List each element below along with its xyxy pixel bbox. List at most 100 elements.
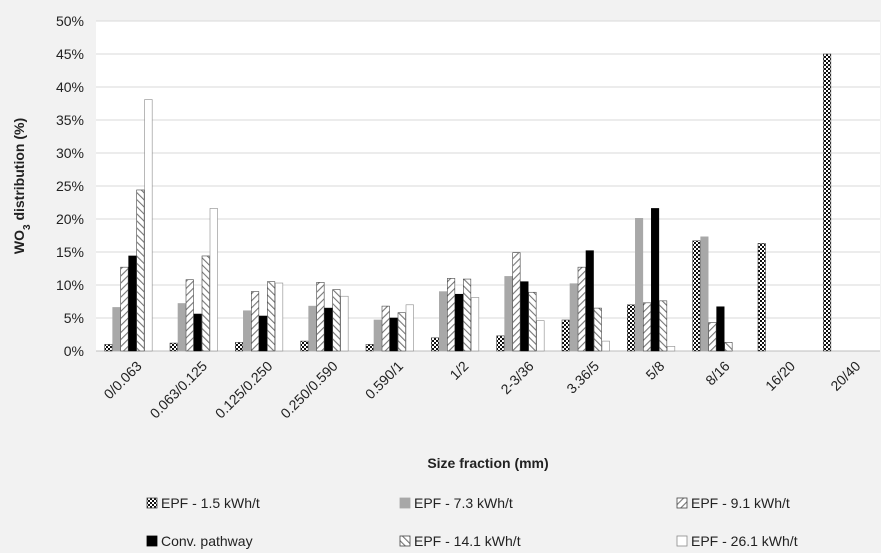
legend: EPF - 1.5 kWh/t EPF - 7.3 kWh/t EPF - 9.1 … xyxy=(146,495,798,549)
bar xyxy=(716,306,725,352)
bar xyxy=(569,283,578,352)
bar xyxy=(447,278,456,352)
bar xyxy=(724,342,733,352)
bar xyxy=(112,307,121,352)
legend-label: EPF - 26.1 kWh/t xyxy=(691,533,798,549)
legend-label: EPF - 7.3 kWh/t xyxy=(414,495,513,511)
y-tick-label: 35% xyxy=(56,112,84,128)
bar xyxy=(177,303,186,352)
bar xyxy=(259,315,268,352)
x-tick-label: 0/0.063 xyxy=(100,358,144,402)
x-tick-label: 1/2 xyxy=(446,358,471,383)
legend-swatch xyxy=(146,497,158,509)
bar xyxy=(536,320,545,352)
legend-swatch xyxy=(146,535,158,547)
x-tick-label: 16/20 xyxy=(762,358,798,394)
y-tick-label: 20% xyxy=(56,211,84,227)
bar xyxy=(463,278,472,352)
legend-swatch xyxy=(676,535,688,547)
x-tick-label: 0.590/1 xyxy=(362,358,406,402)
bar xyxy=(193,313,202,352)
legend-label: EPF - 9.1 kWh/t xyxy=(691,495,790,511)
x-tick-label: 0.250/0.590 xyxy=(277,358,341,422)
bar xyxy=(201,255,210,352)
x-tick-label: 20/40 xyxy=(827,358,863,394)
bar xyxy=(659,300,668,352)
legend-swatch xyxy=(676,497,688,509)
bar xyxy=(251,291,260,352)
bar xyxy=(340,295,349,352)
bar xyxy=(708,322,717,352)
bar xyxy=(577,266,586,352)
bar xyxy=(144,99,153,352)
y-tick-label: 40% xyxy=(56,79,84,95)
bar xyxy=(267,281,276,352)
legend-swatch xyxy=(399,497,411,509)
bar xyxy=(104,344,113,352)
bar xyxy=(120,266,129,352)
y-tick-label: 15% xyxy=(56,244,84,260)
x-axis-title: Size fraction (mm) xyxy=(427,455,548,471)
bar xyxy=(496,335,505,352)
legend-label: EPF - 1.5 kWh/t xyxy=(161,495,260,511)
bar xyxy=(700,236,709,352)
bar xyxy=(823,53,832,352)
bar xyxy=(593,307,602,352)
bar xyxy=(504,276,513,352)
x-tick-label: 0.063/0.125 xyxy=(147,358,211,422)
bar xyxy=(243,310,252,352)
x-tick-label: 5/8 xyxy=(642,358,667,383)
x-tick-label: 8/16 xyxy=(702,358,733,389)
bar xyxy=(373,319,382,352)
bar xyxy=(235,342,244,352)
bar xyxy=(324,307,333,352)
bar xyxy=(667,346,676,352)
bar xyxy=(528,291,537,352)
bar xyxy=(512,252,521,352)
bar xyxy=(381,305,390,352)
x-tick-label: 0.125/0.250 xyxy=(212,358,276,422)
x-tick-label: 2-3/36 xyxy=(497,358,537,398)
bar xyxy=(651,208,660,352)
bar xyxy=(275,282,284,352)
bar xyxy=(128,255,137,352)
bar xyxy=(185,279,194,352)
bar xyxy=(397,312,406,352)
y-tick-label: 25% xyxy=(56,178,84,194)
bar xyxy=(635,218,644,352)
bar xyxy=(209,208,218,352)
bar xyxy=(431,337,440,352)
bar xyxy=(169,342,178,352)
bar xyxy=(585,250,594,352)
bar xyxy=(601,340,610,352)
bar xyxy=(136,189,145,352)
legend-swatch xyxy=(399,535,411,547)
bar xyxy=(316,282,325,352)
bar xyxy=(561,319,570,352)
y-tick-label: 30% xyxy=(56,145,84,161)
y-tick-label: 10% xyxy=(56,277,84,293)
plot-area: 0%5%10%15%20%25%30%35%40%45%50%0/0.063 0.… xyxy=(11,13,880,471)
bar xyxy=(405,304,414,352)
bar xyxy=(389,317,398,352)
y-axis-title: WO3 distribution (%) xyxy=(11,118,33,254)
bar xyxy=(627,304,636,352)
bar xyxy=(455,293,464,352)
bar xyxy=(300,340,309,352)
legend-label: Conv. pathway xyxy=(161,533,253,549)
x-tick-label: 3.36/5 xyxy=(563,358,602,397)
bar xyxy=(692,240,701,352)
bar xyxy=(308,305,317,352)
bar xyxy=(520,281,529,352)
bar xyxy=(439,291,448,352)
y-tick-label: 5% xyxy=(64,310,84,326)
legend-label: EPF - 14.1 kWh/t xyxy=(414,533,521,549)
bar xyxy=(365,344,374,352)
y-tick-label: 50% xyxy=(56,13,84,29)
bar xyxy=(643,302,652,352)
y-tick-label: 45% xyxy=(56,46,84,62)
y-tick-label: 0% xyxy=(64,343,84,359)
bar xyxy=(471,297,480,352)
